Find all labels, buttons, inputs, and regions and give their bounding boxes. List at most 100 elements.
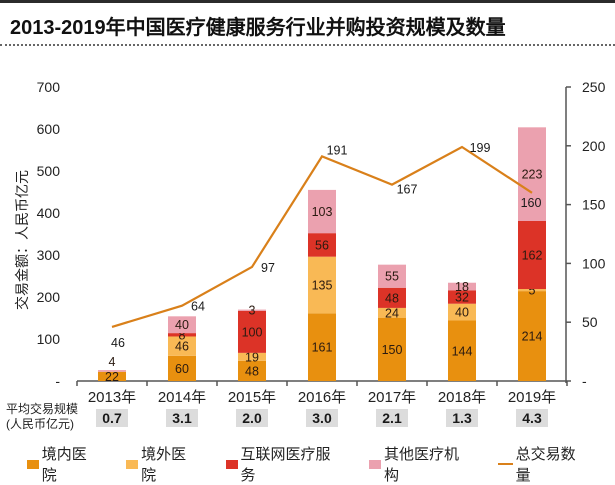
- legend-label: 互联网医疗服务: [240, 446, 331, 484]
- x-tick-label: 2016年: [298, 389, 346, 406]
- y-tick-label: 500: [37, 163, 61, 179]
- avg-deal-size-box: [236, 409, 268, 427]
- legend-label: 其他医疗机构: [383, 446, 459, 484]
- bar-segment: [238, 310, 266, 353]
- avg-deal-size-box: [516, 409, 548, 427]
- top-border: [0, 0, 615, 3]
- y2-tick-label: 250: [582, 79, 606, 95]
- line-value-label: 191: [327, 143, 348, 157]
- x-tick-label: 2014年: [158, 389, 206, 406]
- legend-item-other-institutions: 其他医疗机构: [369, 443, 472, 485]
- x-tick-label: 2017年: [368, 389, 416, 406]
- bar-segment: [238, 360, 266, 381]
- bar-segment: [308, 313, 336, 381]
- total-deals-line: [111, 145, 533, 328]
- legend-label: 境内医院: [41, 446, 87, 484]
- x-tick-label: 2019年: [508, 389, 556, 406]
- avg-deal-size-value: 2.1: [382, 410, 402, 426]
- y-tick-label: -: [55, 373, 60, 389]
- y-tick-label: 100: [37, 331, 61, 347]
- bar-value-label: 56: [315, 238, 329, 252]
- avg-deal-size-box: [306, 409, 338, 427]
- bar-segment: [378, 318, 406, 381]
- legend-label: 总交易数量: [515, 446, 576, 484]
- legend-item-domestic-hospital: 境内医院: [27, 443, 100, 485]
- bar-value-label: 46: [175, 340, 189, 354]
- bar-value-label: 162: [522, 249, 543, 263]
- bar-value-label: 214: [522, 330, 543, 344]
- avg-deal-size-box: [166, 409, 198, 427]
- bar-value-label: 18: [455, 280, 469, 294]
- y2-tick-label: 50: [582, 314, 598, 330]
- y2-tick-label: 200: [582, 138, 606, 154]
- avg-deal-size-box: [376, 409, 408, 427]
- bar-value-label: 100: [242, 325, 263, 339]
- y-tick-label: 600: [37, 121, 61, 137]
- bar-value-label: 144: [452, 344, 473, 358]
- title-divider: [0, 44, 615, 46]
- bar-segment: [448, 320, 476, 381]
- legend-label: 境外医院: [141, 446, 187, 484]
- line-value-label: 160: [521, 196, 542, 210]
- avg-deal-size-value: 0.7: [102, 410, 122, 426]
- bar-segment: [518, 289, 546, 292]
- bar-value-label: 40: [175, 318, 189, 332]
- avg-deal-size-value: 4.3: [522, 410, 542, 426]
- bar-segment: [448, 282, 476, 291]
- bar-segment: [168, 316, 196, 334]
- bar-value-label: 40: [455, 306, 469, 320]
- legend-item-internet-healthcare: 互联网医疗服务: [225, 443, 343, 485]
- bar-value-label: 3: [249, 304, 256, 318]
- avg-deal-size-value: 3.0: [312, 410, 332, 426]
- bar-segment: [308, 256, 336, 314]
- bar-value-label: 55: [385, 270, 399, 284]
- line-value-label: 64: [191, 300, 205, 314]
- bar-segment: [518, 127, 546, 221]
- bar-segment: [308, 233, 336, 257]
- legend-swatch: [27, 459, 39, 469]
- bar-value-label: 150: [382, 343, 403, 357]
- bar-segment: [518, 220, 546, 290]
- bar-segment: [378, 287, 406, 308]
- line-value-label: 46: [111, 336, 125, 350]
- y-tick-label: 700: [37, 79, 61, 95]
- bar-segment: [448, 303, 476, 321]
- y2-tick-label: 150: [582, 197, 606, 213]
- bar-segment: [238, 309, 266, 311]
- bar-value-label: 161: [312, 341, 333, 355]
- avg-deal-size-value: 2.0: [242, 410, 262, 426]
- x-tick-label: 2015年: [228, 389, 276, 406]
- legend-item-total-deals: 总交易数量: [498, 443, 589, 485]
- bar-value-label: 4: [109, 355, 116, 369]
- bar-segment: [168, 333, 196, 337]
- legend-swatch: [369, 459, 381, 469]
- y2-tick-label: 100: [582, 255, 606, 271]
- bar-segment: [238, 352, 266, 361]
- y-tick-label: 400: [37, 205, 61, 221]
- bar-value-label: 22: [105, 370, 119, 384]
- legend-swatch: [126, 459, 139, 469]
- legend: 境内医院 境外医院 互联网医疗服务 其他医疗机构 总交易数量: [27, 443, 615, 485]
- y2-tick-label: -: [582, 373, 587, 389]
- avg-deal-size-box: [446, 409, 478, 427]
- y-tick-label: 200: [37, 289, 61, 305]
- avg-deal-size-value: 1.3: [452, 410, 472, 426]
- bar-value-label: 32: [455, 291, 469, 305]
- chart-area: - 100 200 300 400 500 600 700 交易金额：人民币亿元 - 50 100 15…: [14, 79, 606, 427]
- bar-value-label: 48: [385, 291, 399, 305]
- chart-title: 2013-2019年中国医疗健康服务行业并购投资规模及数量: [10, 17, 506, 39]
- legend-item-overseas-hospital: 境外医院: [126, 443, 199, 485]
- bar-value-label: 60: [175, 362, 189, 376]
- bar-value-label: 48: [245, 364, 259, 378]
- bar-value-label: 103: [312, 205, 333, 219]
- bar-value-label: 8: [179, 328, 186, 342]
- line-value-label: 167: [397, 183, 418, 197]
- bar-segment: [168, 336, 196, 356]
- line-value-label: 199: [470, 141, 491, 155]
- avg-deal-size-unit: (人民币亿元): [6, 417, 74, 431]
- y-tick-label: 300: [37, 247, 61, 263]
- bar-segment: [448, 290, 476, 304]
- legend-swatch: [225, 459, 238, 469]
- bar-value-label: 19: [245, 350, 259, 364]
- avg-deal-size-label: 平均交易规模: [6, 402, 79, 416]
